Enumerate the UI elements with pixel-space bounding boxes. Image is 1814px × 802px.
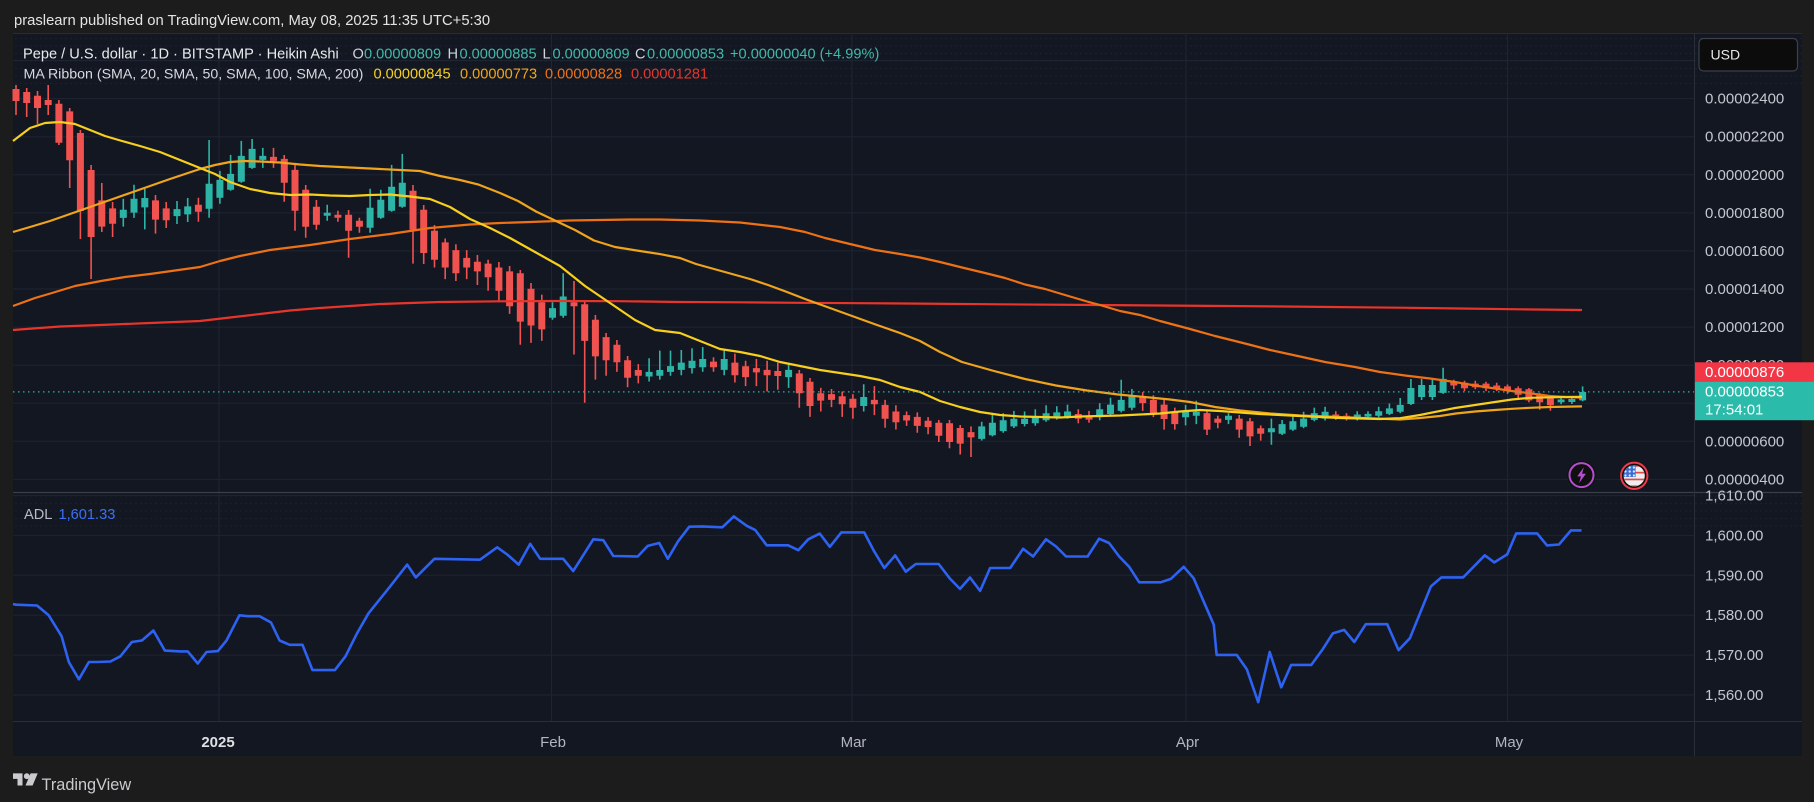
svg-text:Apr: Apr [1176, 734, 1199, 751]
svg-text:1,610.00: 1,610.00 [1705, 488, 1763, 505]
svg-text:0.00000773: 0.00000773 [460, 67, 537, 83]
svg-text:O: O [353, 47, 364, 63]
svg-text:1,570.00: 1,570.00 [1705, 647, 1763, 664]
svg-text:0.00000845: 0.00000845 [374, 67, 451, 83]
svg-text:MA Ribbon (SMA, 20, SMA, 50, S: MA Ribbon (SMA, 20, SMA, 50, SMA, 100, S… [24, 67, 364, 83]
svg-text:17:54:01: 17:54:01 [1705, 402, 1763, 419]
svg-text:0.00002400: 0.00002400 [1705, 91, 1784, 108]
svg-text:0.00000876: 0.00000876 [1705, 364, 1784, 381]
svg-text:0.00000853: 0.00000853 [647, 47, 724, 63]
svg-text:L: L [543, 47, 551, 63]
svg-text:C: C [635, 47, 646, 63]
svg-text:Feb: Feb [540, 734, 566, 751]
svg-text:0.00001800: 0.00001800 [1705, 205, 1784, 222]
svg-text:1,580.00: 1,580.00 [1705, 607, 1763, 624]
svg-text:0.00001400: 0.00001400 [1705, 281, 1784, 298]
svg-text:0.00000853: 0.00000853 [1705, 384, 1784, 401]
svg-text:1,601.33: 1,601.33 [59, 507, 116, 523]
svg-text:1,590.00: 1,590.00 [1705, 567, 1763, 584]
svg-text:0.00002000: 0.00002000 [1705, 167, 1784, 184]
svg-text:ADL: ADL [24, 507, 52, 523]
svg-text:0.00000809: 0.00000809 [364, 47, 441, 63]
svg-text:0.00000400: 0.00000400 [1705, 471, 1784, 488]
svg-text:TradingView: TradingView [42, 776, 132, 794]
svg-text:+0.00000040 (+4.99%): +0.00000040 (+4.99%) [730, 47, 879, 63]
svg-text:Pepe / U.S. dollar · 1D · BITS: Pepe / U.S. dollar · 1D · BITSTAMP · Hei… [23, 47, 339, 63]
svg-text:1,560.00: 1,560.00 [1705, 687, 1763, 704]
svg-text:0.00001200: 0.00001200 [1705, 319, 1784, 336]
svg-text:1,600.00: 1,600.00 [1705, 527, 1763, 544]
svg-text:praslearn published on Trading: praslearn published on TradingView.com, … [14, 13, 490, 29]
svg-text:0.00001281: 0.00001281 [631, 67, 708, 83]
svg-text:0.00001600: 0.00001600 [1705, 243, 1784, 260]
svg-text:0.00000809: 0.00000809 [553, 47, 630, 63]
svg-text:0.00000828: 0.00000828 [545, 67, 622, 83]
svg-text:0.00000885: 0.00000885 [460, 47, 537, 63]
svg-text:2025: 2025 [201, 734, 234, 751]
svg-text:USD: USD [1711, 47, 1741, 63]
svg-text:H: H [448, 47, 459, 63]
svg-text:Mar: Mar [841, 734, 867, 751]
svg-text:May: May [1495, 734, 1524, 751]
svg-text:0.00002200: 0.00002200 [1705, 129, 1784, 146]
svg-text:0.00000600: 0.00000600 [1705, 433, 1784, 450]
